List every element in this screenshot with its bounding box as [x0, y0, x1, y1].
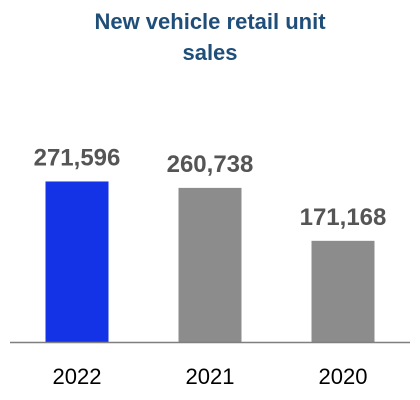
chart-title: New vehicle retail unit sales	[94, 9, 326, 65]
bar-2021	[178, 187, 242, 342]
x-tick-labels-group: 2022 2021 2020	[53, 364, 368, 389]
bars-group	[45, 181, 375, 342]
value-labels-group: 271,596 260,738 171,168	[34, 144, 387, 230]
x-tick-label-2022: 2022	[53, 364, 102, 389]
bar-2022	[45, 181, 109, 342]
bar-2020	[311, 240, 375, 342]
value-label-2020: 171,168	[300, 204, 387, 231]
value-label-2021: 260,738	[167, 151, 254, 178]
x-tick-label-2020: 2020	[319, 364, 368, 389]
value-label-2022: 271,596	[34, 144, 121, 171]
x-tick-label-2021: 2021	[186, 364, 235, 389]
